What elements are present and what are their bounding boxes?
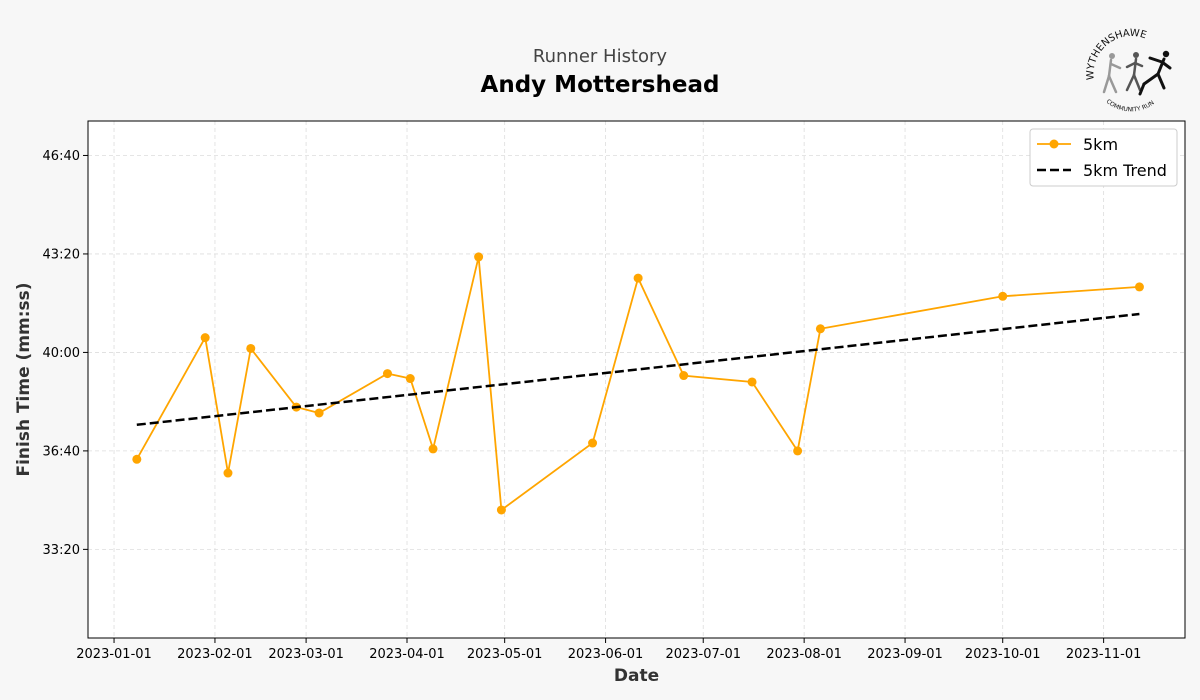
x-tick-label: 2023-10-01 [965, 647, 1041, 662]
x-axis-label: Date [614, 666, 659, 686]
y-axis-label: Finish Time (mm:ss) [14, 282, 34, 476]
x-tick-label: 2023-03-01 [268, 647, 344, 662]
x-tick-label: 2023-04-01 [369, 647, 445, 662]
data-point[interactable] [998, 291, 1008, 301]
data-point[interactable] [223, 468, 233, 478]
y-tick-label: 46:40 [43, 149, 80, 164]
plot-area [88, 121, 1185, 638]
data-point[interactable] [246, 343, 256, 353]
x-tick-label: 2023-09-01 [867, 647, 943, 662]
data-point[interactable] [314, 408, 324, 418]
plot-frame [87, 120, 1186, 639]
logo-bottom-text: COMMUNITY RUN [1105, 98, 1156, 113]
data-point[interactable] [428, 444, 438, 454]
club-logo: WYTHENSHAWE COMMUNITY RUN [1085, 28, 1172, 113]
y-tick-label: 43:20 [43, 247, 80, 262]
x-tick-label: 2023-05-01 [467, 647, 543, 662]
trend-line [136, 312, 1140, 427]
data-point[interactable] [815, 324, 825, 334]
data-point[interactable] [382, 369, 392, 379]
y-tick-label: 36:40 [43, 444, 80, 459]
data-point[interactable] [679, 371, 689, 381]
data-point[interactable] [633, 273, 643, 283]
data-point[interactable] [793, 446, 803, 456]
data-point[interactable] [496, 505, 506, 515]
chart-title: Andy Mottershead [480, 72, 720, 98]
data-point[interactable] [747, 377, 757, 387]
x-tick-label: 2023-11-01 [1066, 647, 1142, 662]
y-tick-label: 40:00 [43, 346, 80, 361]
data-point[interactable] [200, 333, 210, 343]
data-point[interactable] [1134, 282, 1144, 292]
data-point[interactable] [588, 438, 598, 448]
legend-entry: 5km Trend [1083, 161, 1167, 180]
data-point[interactable] [132, 454, 142, 464]
x-tick-label: 2023-06-01 [568, 647, 644, 662]
x-tick-label: 2023-07-01 [665, 647, 741, 662]
y-tick-label: 33:20 [43, 543, 80, 558]
legend-marker [1049, 139, 1059, 149]
x-tick-label: 2023-01-01 [76, 647, 152, 662]
x-tick-label: 2023-08-01 [766, 647, 842, 662]
data-point[interactable] [474, 252, 484, 262]
x-tick-label: 2023-02-01 [177, 647, 253, 662]
chart-subtitle: Runner History [532, 46, 668, 67]
data-point[interactable] [405, 374, 415, 384]
runner-figures-icon [1102, 50, 1172, 96]
legend-entry: 5km [1083, 135, 1118, 154]
